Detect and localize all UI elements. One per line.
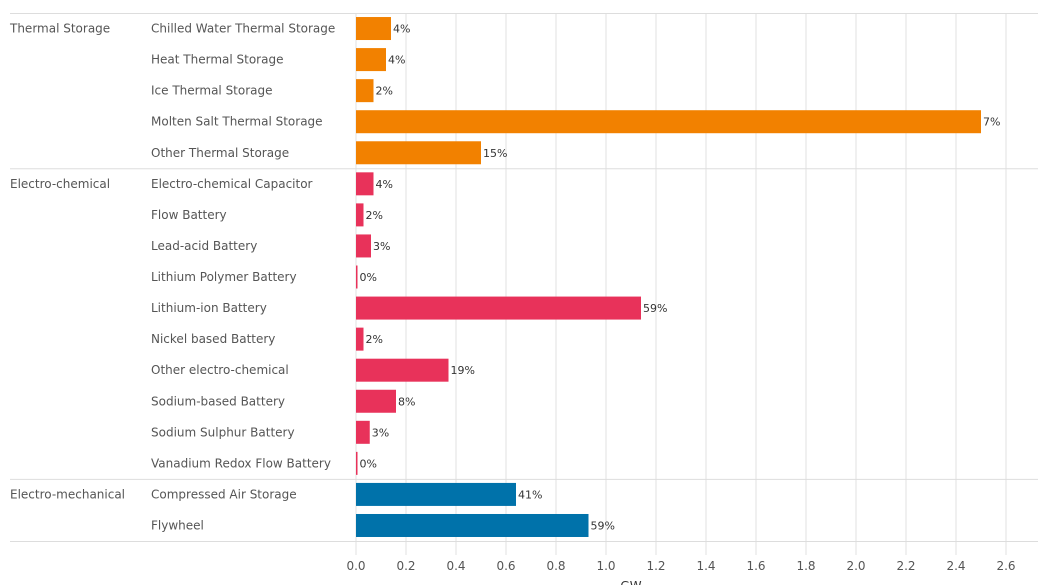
bar xyxy=(356,234,371,258)
category-label: Other Thermal Storage xyxy=(151,146,289,160)
x-tick-label: 2.0 xyxy=(846,559,865,573)
bar xyxy=(356,17,391,41)
category-label: Chilled Water Thermal Storage xyxy=(151,22,335,36)
category-label: Heat Thermal Storage xyxy=(151,53,283,67)
category-label: Molten Salt Thermal Storage xyxy=(151,115,323,129)
bar xyxy=(356,420,370,444)
x-tick-label: 0.6 xyxy=(496,559,515,573)
data-label: 4% xyxy=(376,178,393,191)
bar xyxy=(356,389,396,413)
category-label: Electro-chemical Capacitor xyxy=(151,177,313,191)
data-label: 59% xyxy=(591,519,615,532)
bar xyxy=(356,513,589,537)
data-label: 2% xyxy=(376,85,393,98)
category-labels: Thermal Storage Chilled Water Thermal Sto… xyxy=(9,22,335,533)
grid-lines xyxy=(355,13,1007,556)
x-tick-label: 1.4 xyxy=(696,559,715,573)
data-label: 2% xyxy=(366,333,383,346)
bar xyxy=(356,172,374,196)
data-label: 0% xyxy=(360,457,377,470)
data-label: 8% xyxy=(398,395,415,408)
category-label: Flow Battery xyxy=(151,208,227,222)
x-axis-title: GW xyxy=(620,579,641,585)
data-label: 19% xyxy=(451,364,475,377)
category-label: Sodium-based Battery xyxy=(151,394,285,408)
x-tick-label: 1.2 xyxy=(646,559,665,573)
x-tick-label: 2.4 xyxy=(946,559,965,573)
group-separators xyxy=(10,13,1038,543)
category-label: Lithium Polymer Battery xyxy=(151,270,297,284)
x-axis-ticks: 0.0 0.2 0.4 0.6 0.8 1.0 1.2 1.4 1.6 1.8 2.0 2.2 2.4 2… xyxy=(346,559,1015,573)
bar xyxy=(356,358,449,382)
data-label: 15% xyxy=(483,147,507,160)
x-tick-label: 1.8 xyxy=(796,559,815,573)
x-tick-label: 0.8 xyxy=(546,559,565,573)
data-label: 41% xyxy=(518,488,542,501)
x-tick-label: 1.6 xyxy=(746,559,765,573)
data-label: 3% xyxy=(373,240,390,253)
bar xyxy=(356,296,641,320)
category-label: Nickel based Battery xyxy=(151,332,275,346)
category-label: Sodium Sulphur Battery xyxy=(151,425,295,439)
category-label: Compressed Air Storage xyxy=(151,487,297,501)
category-label: Lithium-ion Battery xyxy=(151,301,267,315)
bar xyxy=(356,79,374,103)
x-tick-label: 1.0 xyxy=(596,559,615,573)
category-label: Vanadium Redox Flow Battery xyxy=(151,456,331,470)
group-label: Electro-chemical xyxy=(10,177,110,191)
data-label: 2% xyxy=(366,209,383,222)
x-tick-label: 0.0 xyxy=(346,559,365,573)
x-tick-label: 2.2 xyxy=(896,559,915,573)
x-tick-label: 0.2 xyxy=(396,559,415,573)
category-label: Flywheel xyxy=(151,518,204,532)
bar xyxy=(356,203,364,227)
bar xyxy=(356,265,358,289)
group-label: Thermal Storage xyxy=(9,22,110,36)
x-tick-label: 2.6 xyxy=(996,559,1015,573)
data-label: 7% xyxy=(983,116,1000,129)
bars: 4% 4% 2% 7% 15% 4% 2% 3% 0% 59% 2% 19% 8% 3% 0% 41% 59% xyxy=(356,17,1000,537)
data-label: 4% xyxy=(393,23,410,36)
data-label: 0% xyxy=(360,271,377,284)
x-tick-label: 0.4 xyxy=(446,559,465,573)
data-label: 4% xyxy=(388,54,405,67)
data-label: 3% xyxy=(372,426,389,439)
bar xyxy=(356,451,358,475)
bar xyxy=(356,327,364,351)
bar xyxy=(356,141,481,165)
category-label: Other electro-chemical xyxy=(151,363,289,377)
bar xyxy=(356,48,386,72)
bar xyxy=(356,482,516,506)
category-label: Ice Thermal Storage xyxy=(151,84,273,98)
data-label: 59% xyxy=(643,302,667,315)
bar xyxy=(356,110,981,134)
group-label: Electro-mechanical xyxy=(10,487,125,501)
category-label: Lead-acid Battery xyxy=(151,239,257,253)
